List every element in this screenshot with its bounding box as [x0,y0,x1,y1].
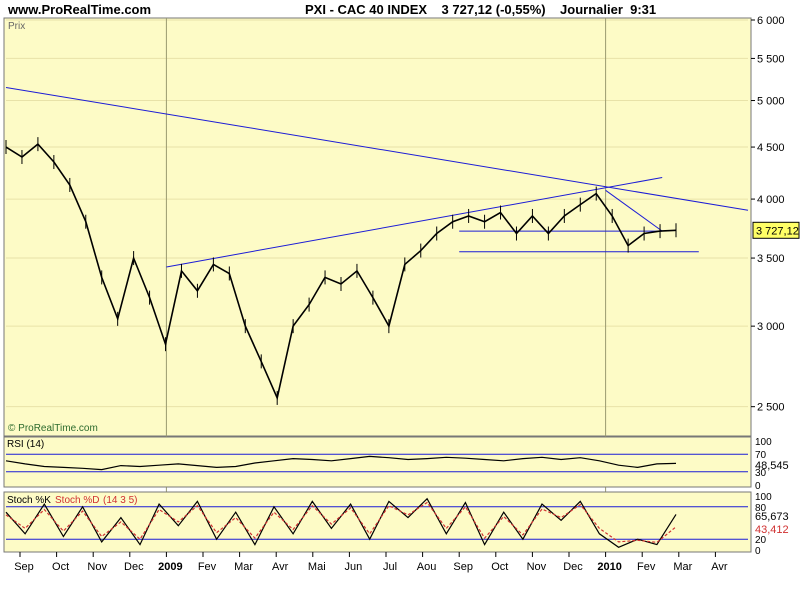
last-price-label: 3 727,12 [752,221,800,239]
price-tick-label: 2 500 [757,402,785,414]
price-tick-label: 3 500 [757,253,785,265]
stoch-series [5,497,677,548]
time-tick-label: Oct [52,561,69,573]
time-tick-label: Dec [124,561,144,573]
price-tick-label: 4 000 [757,194,785,206]
time-tick-label: Sep [453,561,473,573]
trend-line [166,177,663,268]
price-tick-label: 3 000 [757,321,785,333]
trend-lines [5,86,749,268]
time-tick-label: Dec [563,561,583,573]
time-tick-label: 2010 [597,561,621,573]
rsi-last-value: 48,545 [755,460,789,472]
time-tick-label: Mar [234,561,253,573]
indicator-tick-label: 70 [755,450,767,461]
rsi-panel[interactable] [3,436,752,488]
time-tick-label: Sep [14,561,34,573]
trend-line [605,189,663,232]
indicator-tick-label: 30 [755,468,767,479]
stoch-k-value: 65,673 [755,511,789,523]
time-tick-label: Avr [711,561,728,573]
time-tick-label: Aou [417,561,437,573]
price-tick-label: 5 500 [757,53,785,65]
chart-header: www.ProRealTime.com PXI - CAC 40 INDEX 3… [0,0,800,18]
stoch-params: (14 3 5) [103,495,137,506]
price-axis: 2 500 3 000 3 500 4 000 4 500 5 000 5 500 6 000 [751,15,785,414]
instrument-title: PXI - CAC 40 INDEX 3 727,12 (-0,55%) Jou… [305,2,657,17]
time-tick-label: Jun [345,561,363,573]
stoch-d-value: 43,412 [755,524,789,536]
rsi-axis: 100 70 30 0 [755,437,772,492]
time-tick-label: Jul [383,561,397,573]
indicator-line [5,455,677,471]
price-panel-title: Prix [8,21,25,32]
time-tick-label: Avr [272,561,289,573]
price-tick-label: 5 000 [757,96,785,108]
time-tick-label: Oct [491,561,508,573]
stoch-panel[interactable] [3,491,752,553]
rsi-levels [6,453,748,473]
price-series [5,137,677,405]
time-tick-label: Nov [527,561,547,573]
time-tick-label: Fev [637,561,656,573]
time-axis: Sep Oct Nov Dec 2009 Fev Mar Avr Mai Jun Jul Aou Sep… [14,552,728,573]
last-price-box [752,221,800,239]
time-tick-label: Mai [308,561,326,573]
time-tick-label: 2009 [158,561,182,573]
indicator-tick-label: 100 [755,492,772,503]
indicator-tick-label: 0 [755,481,761,492]
stoch-k-title: Stoch %K [7,495,51,506]
indicator-tick-label: 0 [755,546,761,557]
indicator-tick-label: 80 [755,503,767,514]
stoch-d-title: Stoch %D [55,495,99,506]
indicator-line [5,497,677,548]
indicator-line [5,501,677,544]
last-price-value: 3 727,12 [756,225,799,237]
site-url[interactable]: www.ProRealTime.com [8,2,152,17]
price-tick-label: 4 500 [757,142,785,154]
time-tick-label: Fev [198,561,217,573]
stoch-levels [6,506,748,540]
indicator-tick-label: 20 [755,535,767,546]
time-tick-label: Mar [673,561,692,573]
price-tick-label: 6 000 [757,15,785,27]
rsi-panel-title: RSI (14) [7,439,44,450]
watermark: © ProRealTime.com [8,423,98,434]
indicator-tick-label: 100 [755,437,772,448]
trend-line [5,86,749,211]
price-panel[interactable] [3,17,752,437]
time-tick-label: Nov [87,561,107,573]
rsi-series [5,455,677,471]
